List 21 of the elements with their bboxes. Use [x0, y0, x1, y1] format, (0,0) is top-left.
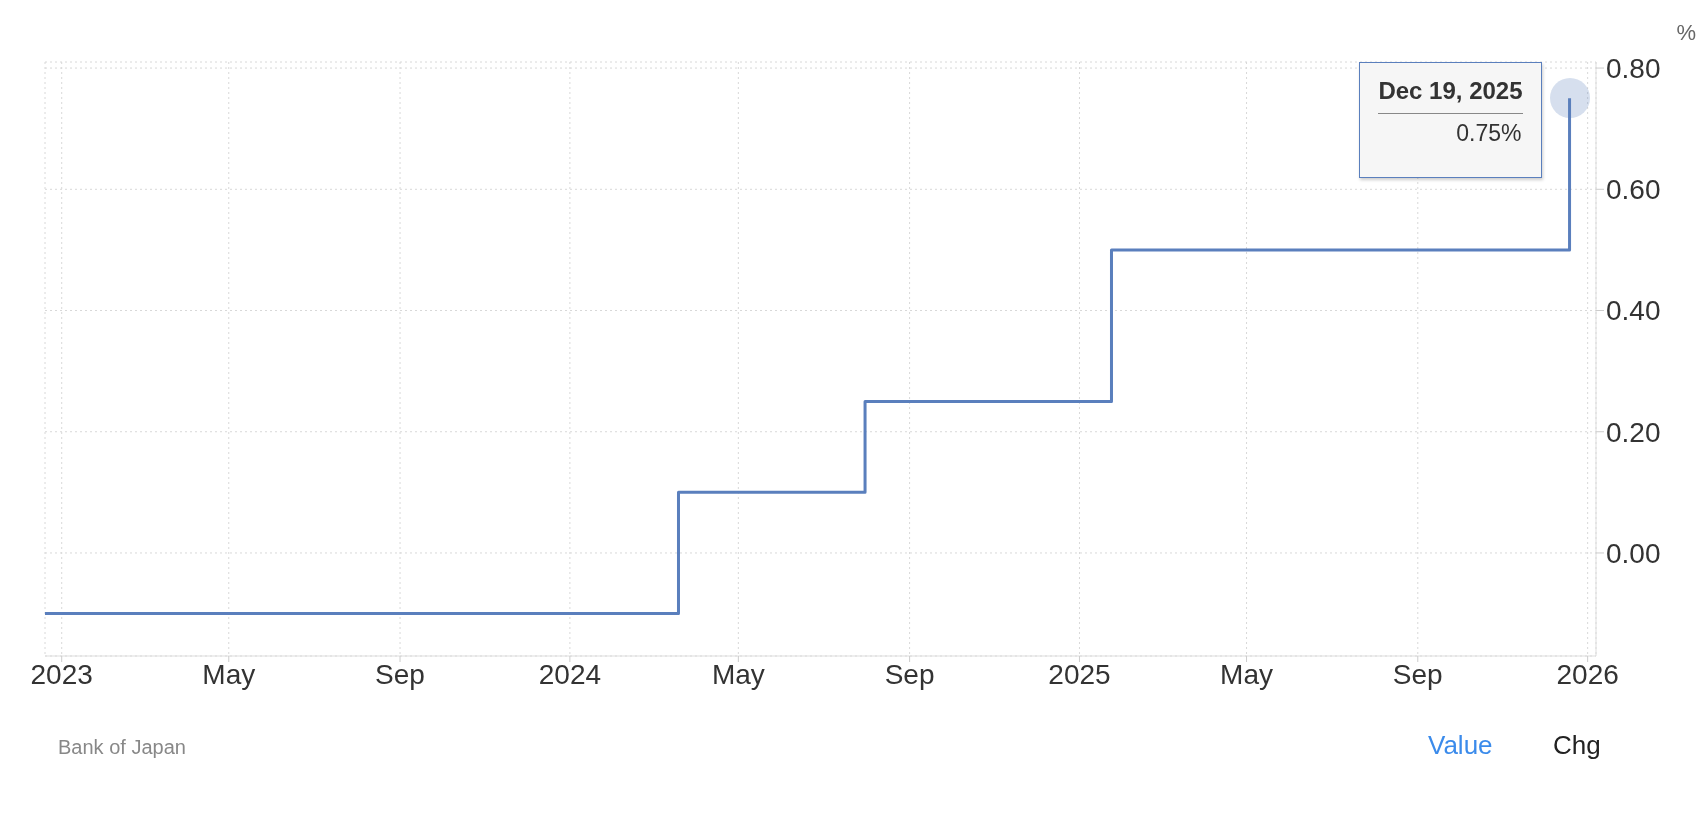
annotation: Dec 19, 2025 [1378, 77, 1523, 115]
x-tick-label: Sep [1392, 658, 1443, 690]
text: Value [1428, 730, 1493, 761]
x-tick-label: May [711, 658, 765, 690]
x-tick-label: 2023 [30, 658, 93, 690]
x-tick-label: Sep [375, 658, 425, 690]
y-tick-label: 0.80 [1606, 53, 1661, 84]
x-tick-label: May [1220, 658, 1273, 690]
annotation: 0.75% [1456, 120, 1522, 148]
y-axis-title: % [1676, 20, 1696, 46]
y-tick-label: 0.00 [1606, 537, 1661, 569]
x-tick-label: 2026 [1556, 658, 1619, 690]
x-tick-label: May [202, 658, 256, 690]
y-tick-label: 0.20 [1606, 416, 1661, 448]
x-tick-label: 2024 [538, 658, 602, 690]
text: Chg [1553, 730, 1601, 761]
text: Bank of Japan [58, 736, 186, 759]
x-tick-label: Sep [884, 658, 935, 690]
y-tick-label: 0.40 [1606, 295, 1661, 327]
x-tick-label: 2025 [1048, 658, 1111, 690]
y-tick-label: 0.60 [1606, 174, 1661, 206]
